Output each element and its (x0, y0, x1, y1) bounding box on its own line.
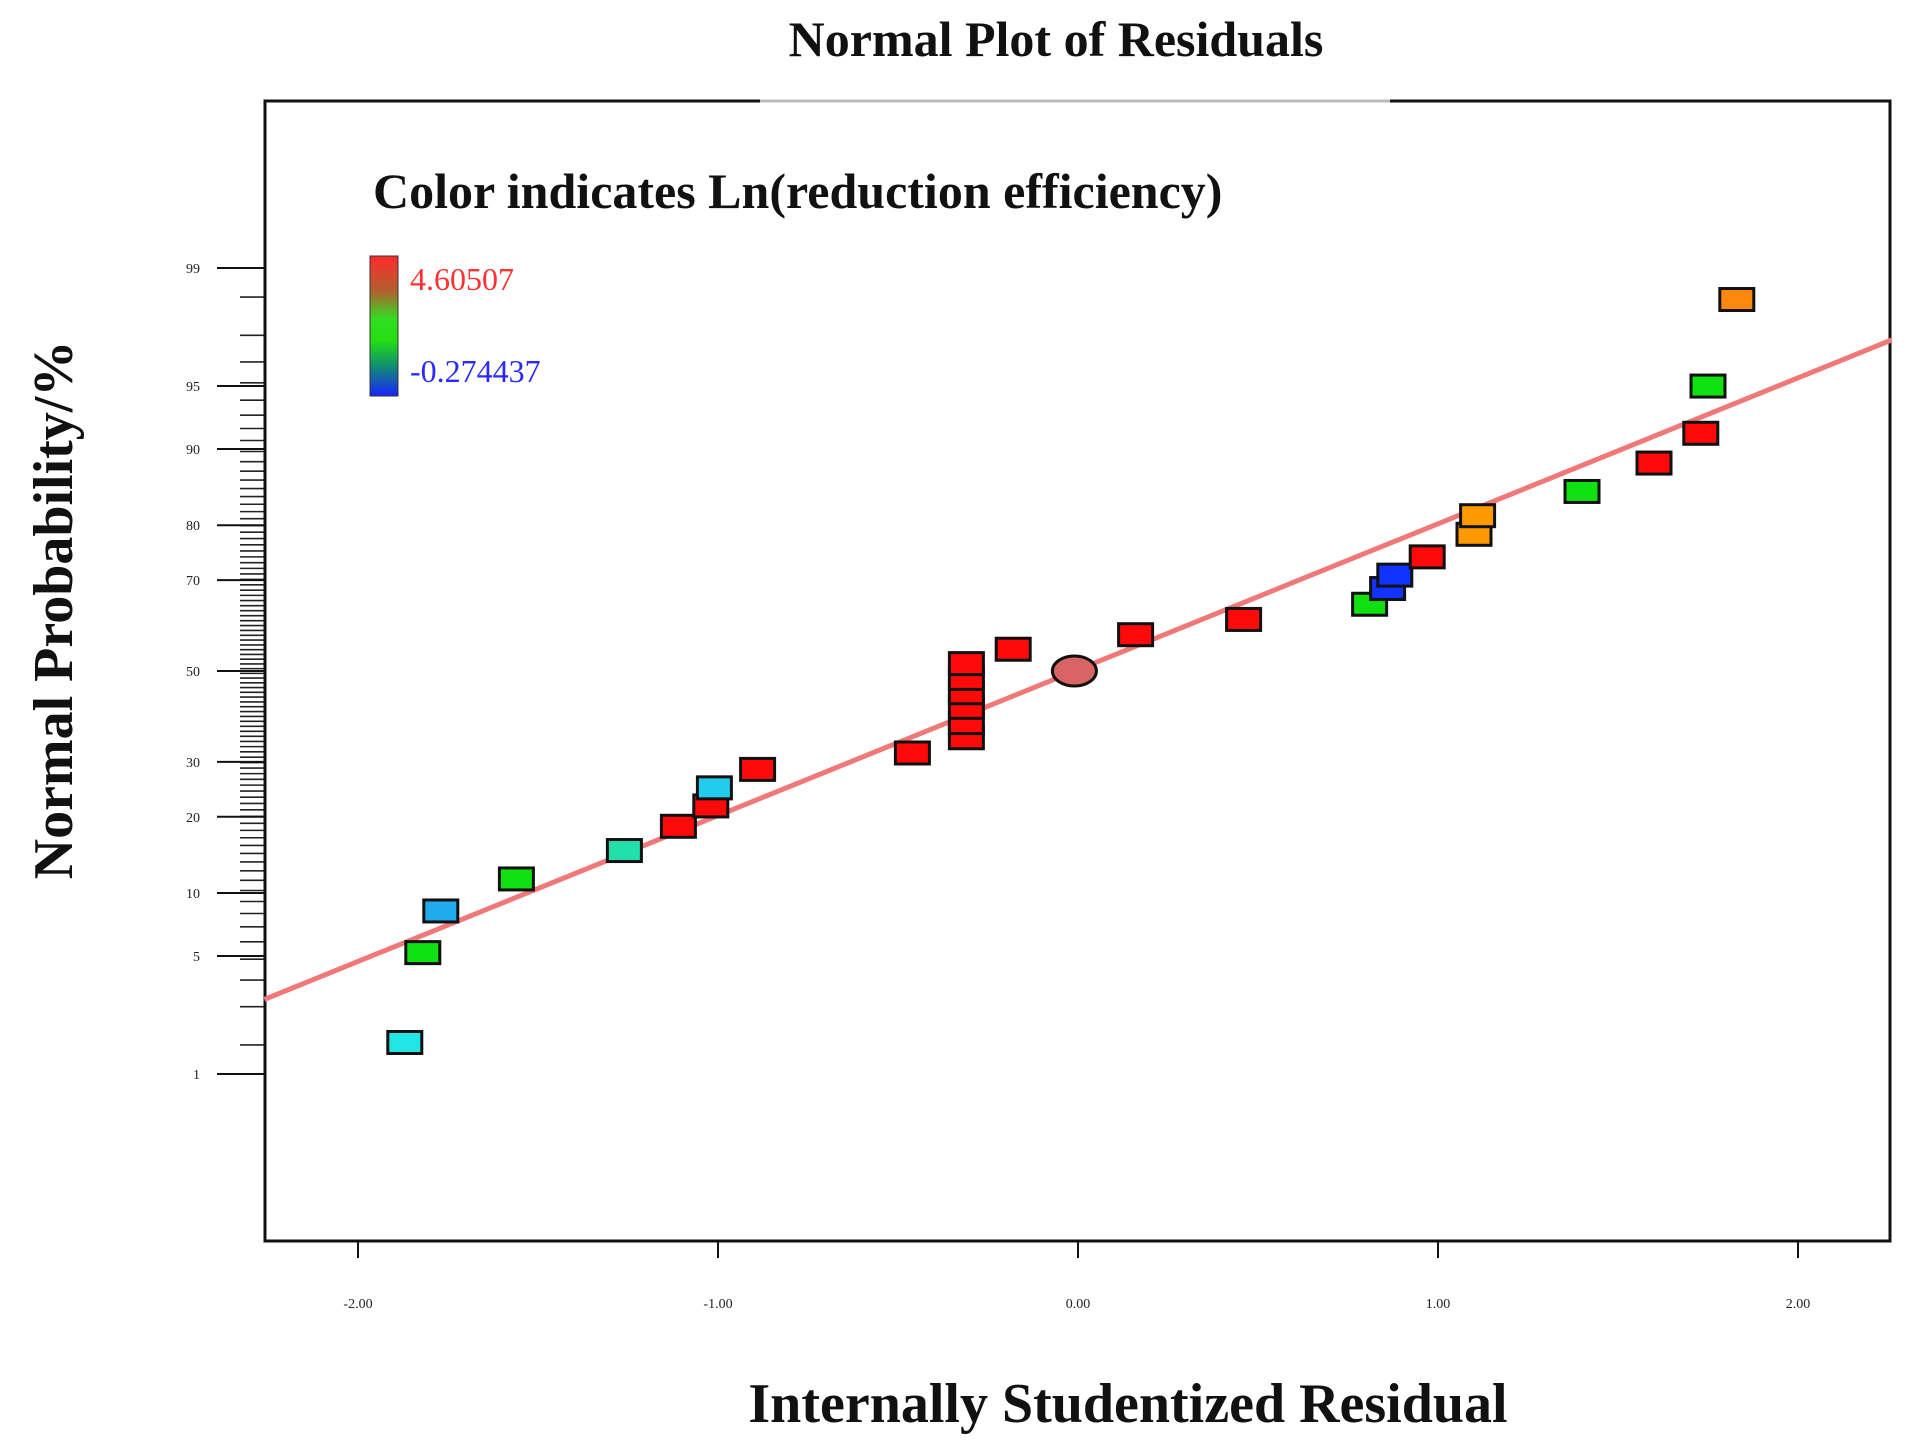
color-legend-max-label: 4.60507 (410, 261, 514, 297)
residual-point (1459, 503, 1497, 529)
x-tick-label: -2.00 (343, 1297, 372, 1312)
residual-point (1682, 420, 1720, 446)
residual-point (659, 813, 697, 839)
y-tick-label: 95 (186, 380, 200, 395)
y-tick-label: 90 (186, 443, 200, 458)
y-tick-label: 80 (186, 519, 200, 534)
residual-point (1718, 287, 1756, 313)
residual-point (404, 940, 442, 966)
residual-point (1225, 606, 1263, 632)
y-axis-label: Normal Probability/% (23, 341, 85, 880)
x-axis-label: Internally Studentized Residual (748, 1373, 1507, 1435)
color-legend-bar (369, 255, 399, 397)
chart-subtitle: Color indicates Ln(reduction efficiency) (373, 163, 1222, 219)
data-points (386, 287, 1756, 1055)
y-tick-label: 50 (186, 665, 200, 680)
residual-point (1408, 544, 1446, 570)
x-axis-ticks: -2.00 -1.00 0.00 1.00 2.00 (343, 1241, 1810, 1312)
chart-title: Normal Plot of Residuals (789, 11, 1324, 67)
residual-point (947, 651, 985, 677)
center-point (1050, 654, 1098, 688)
y-tick-label: 20 (186, 811, 200, 826)
residual-point (1376, 562, 1414, 588)
residual-point (605, 838, 643, 864)
residual-point (422, 898, 460, 924)
y-tick-label: 99 (186, 262, 200, 277)
y-tick-label: 70 (186, 574, 200, 589)
residual-point (497, 866, 535, 892)
residual-point (739, 756, 777, 782)
residual-point (1117, 622, 1155, 648)
residual-point (994, 636, 1032, 662)
residual-point (695, 775, 733, 801)
residual-point (1563, 478, 1601, 504)
x-tick-label: 2.00 (1786, 1297, 1811, 1312)
x-tick-label: 1.00 (1426, 1297, 1451, 1312)
y-tick-label: 1 (193, 1068, 200, 1083)
y-axis-minor-ticks (240, 296, 265, 1046)
y-tick-label: 30 (186, 756, 200, 771)
residual-point (893, 740, 931, 766)
residual-point (1635, 450, 1673, 476)
residual-point (386, 1029, 424, 1055)
color-legend-min-label: -0.274437 (410, 353, 541, 389)
x-tick-label: -1.00 (703, 1297, 732, 1312)
residual-point (1689, 373, 1727, 399)
y-tick-label: 10 (186, 887, 200, 902)
y-axis-ticks: 1 5 10 20 30 50 70 80 90 95 99 (186, 262, 265, 1083)
x-tick-label: 0.00 (1066, 1297, 1091, 1312)
y-tick-label: 5 (193, 950, 200, 965)
